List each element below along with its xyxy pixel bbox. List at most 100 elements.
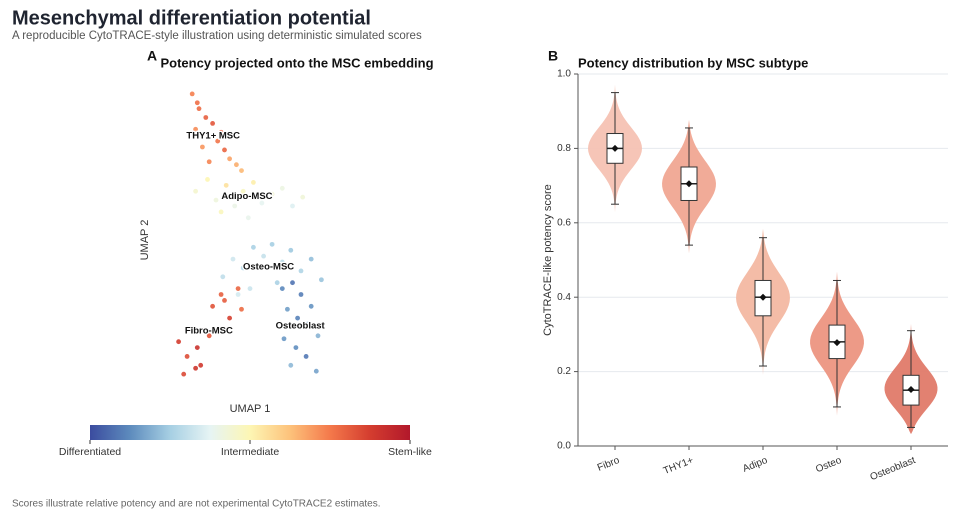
panel-label: A (147, 48, 157, 64)
point (181, 371, 187, 377)
point (290, 203, 295, 209)
x-tick-label: THY1+ (662, 455, 695, 477)
point (200, 144, 205, 150)
point (235, 292, 241, 297)
y-tick-label: 1.0 (557, 69, 571, 80)
point (298, 292, 304, 297)
point (193, 188, 199, 194)
point (232, 203, 238, 209)
x-tick-label: Osteo (814, 455, 843, 475)
point (222, 147, 227, 153)
point (222, 298, 227, 303)
y-tick-label: 0.6 (557, 217, 571, 228)
y-tick-label: 0.4 (557, 292, 571, 303)
point (218, 209, 224, 215)
point (247, 286, 253, 291)
point (220, 274, 226, 280)
point (293, 345, 299, 350)
point (308, 256, 314, 262)
mean-marker (685, 180, 693, 188)
point (259, 200, 265, 206)
point (218, 292, 224, 297)
colorbar (90, 425, 410, 440)
point (290, 280, 295, 286)
point (269, 191, 275, 197)
point (308, 324, 314, 330)
cluster-label: Osteoblast (276, 321, 326, 332)
mean-marker (907, 385, 915, 393)
point (193, 365, 199, 371)
point (227, 156, 233, 162)
y-tick-label: 0.2 (557, 366, 571, 377)
point (239, 306, 244, 312)
y-axis-label: CytoTRACE-like potency score (542, 184, 554, 336)
x-tick-label: Adipo (741, 455, 769, 475)
point (240, 188, 246, 194)
point (300, 194, 306, 200)
point (210, 303, 216, 309)
point (210, 121, 216, 126)
point (230, 256, 236, 262)
cluster-label: Osteo-MSC (243, 262, 294, 273)
point (303, 354, 309, 359)
point (239, 168, 244, 174)
point (235, 286, 241, 291)
point (319, 277, 324, 283)
point (240, 265, 246, 271)
colorbar-label: Intermediate (221, 446, 280, 458)
cluster-label: Adipo-MSC (221, 191, 272, 202)
mean-marker (611, 144, 619, 152)
point (295, 315, 300, 321)
point (315, 333, 321, 339)
panel-title: Potency projected onto the MSC embedding (160, 55, 433, 70)
x-tick-label: Osteoblast (869, 455, 918, 483)
point (279, 286, 285, 291)
point (288, 362, 294, 368)
point (305, 321, 311, 327)
point (215, 138, 221, 144)
point (227, 315, 233, 321)
point (274, 280, 280, 286)
point (189, 91, 195, 97)
point (213, 197, 219, 203)
title: Mesenchymal differentiation potential (12, 7, 371, 29)
point (281, 336, 287, 342)
point (285, 306, 290, 312)
x-axis-label: UMAP 1 (230, 403, 271, 415)
point (206, 159, 212, 165)
point (313, 368, 319, 374)
cluster-label: THY1+ MSC (186, 130, 240, 141)
point (194, 100, 200, 106)
point (279, 259, 285, 265)
y-axis-label: UMAP 2 (139, 220, 151, 261)
point (251, 244, 256, 250)
point (218, 129, 224, 135)
point (234, 162, 239, 168)
point (269, 241, 275, 247)
point (184, 354, 190, 359)
point (245, 215, 251, 221)
mean-marker (833, 339, 841, 347)
point (308, 303, 314, 309)
point (194, 345, 200, 350)
point (206, 333, 212, 339)
point (203, 115, 209, 120)
panel-label: B (548, 48, 558, 64)
point (298, 268, 304, 274)
point (288, 247, 294, 253)
point (198, 362, 204, 368)
cluster-label: Fibro-MSC (185, 326, 233, 337)
colorbar-label: Differentiated (59, 446, 121, 458)
point (251, 180, 256, 185)
point (205, 177, 210, 182)
subtitle: A reproducible CytoTRACE-style illustrat… (12, 30, 422, 42)
colorbar-label: Stem-like (388, 446, 432, 458)
point (201, 327, 207, 333)
y-tick-label: 0.0 (557, 441, 571, 452)
point (176, 339, 182, 345)
point (261, 253, 266, 259)
y-tick-label: 0.8 (557, 143, 571, 154)
x-tick-label: Fibro (596, 455, 622, 474)
point (279, 185, 285, 191)
